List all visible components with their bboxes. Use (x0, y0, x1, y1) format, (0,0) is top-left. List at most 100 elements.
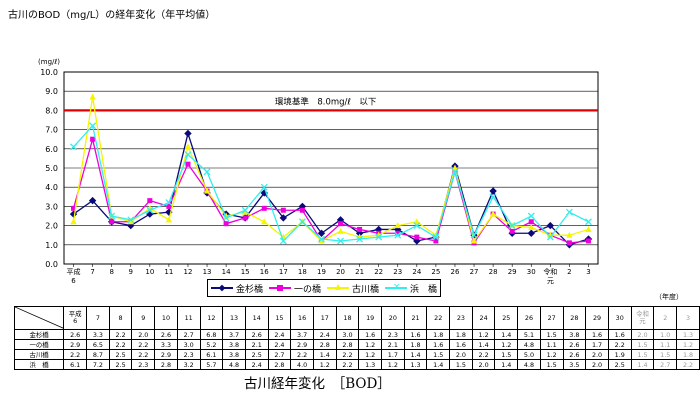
table-cell: 1.2 (358, 339, 382, 350)
table-cell: 2.2 (676, 359, 700, 370)
data-point (451, 164, 459, 171)
data-point (395, 230, 401, 236)
table-header-cell: 8 (108, 306, 133, 330)
data-point (565, 208, 573, 216)
legend-item: 古川橋 (326, 282, 379, 295)
table-row: 一の橋 2.9 6.5 2.2 2.2 3.3 3.0 5.2 3.8 2.1 2.4 2.9 2.8 2… (13, 339, 700, 350)
table-header-cell: 2 (653, 306, 678, 330)
table-cell: 1.6 (449, 339, 473, 350)
data-point (70, 218, 77, 225)
table-cell: 1.7 (585, 339, 609, 350)
chart-legend: 金杉橋 一の橋 古川橋 × 浜 橋 (207, 279, 441, 297)
data-point (356, 235, 364, 243)
table-cell: 2.0 (131, 329, 156, 340)
table-header-cell: 25 (494, 306, 519, 330)
table-cell: 3.8 (222, 339, 246, 350)
x-tick-label: 21 (355, 268, 364, 276)
data-point (470, 231, 478, 239)
y-tick-label: 10.0 (40, 68, 58, 77)
bod-line-chart: 0.0 1.0 2.0 3.0 4.0 5.0 6.0 7.0 8.0 9.0 10.0 (mg/ℓ)… (38, 58, 599, 285)
table-cell: 2.5 (108, 359, 133, 370)
data-point (280, 207, 286, 213)
data-point (203, 168, 211, 176)
data-point (489, 210, 497, 217)
data-point (338, 221, 344, 227)
table-cell: 5.1 (517, 329, 541, 340)
corner-diagonal (15, 307, 63, 329)
data-point (432, 233, 440, 241)
legend-label: 浜 橋 (409, 284, 437, 295)
table-cell: 6.1 (199, 349, 224, 360)
data-point (279, 214, 288, 222)
table-cell: 1.4 (471, 339, 496, 350)
data-point (185, 161, 191, 167)
data-point (585, 238, 591, 244)
table-cell: 1.6 (403, 329, 428, 340)
legend-swatch (210, 284, 233, 292)
y-tick-label: 1.0 (45, 241, 58, 250)
figure-caption: 古川経年変化 ［BOD］ (244, 376, 391, 392)
table-cell: 2.9 (290, 339, 314, 350)
table-cell: 1.4 (494, 359, 519, 370)
x-tick-label: 11 (164, 268, 173, 276)
y-tick-label: 4.0 (45, 183, 58, 192)
data-point (318, 235, 325, 243)
table-cell: 2.6 (562, 339, 587, 350)
data-point (317, 229, 326, 237)
y-tick-label: 9.0 (45, 87, 58, 96)
x-tick-label: 23 (393, 268, 402, 276)
series-markers-3 (70, 93, 592, 244)
table-cell: 1.5 (653, 349, 678, 360)
table-cell: 1.2 (494, 339, 519, 350)
data-point (433, 238, 439, 244)
data-point (166, 203, 172, 209)
legend-swatch (326, 284, 349, 290)
table-cell: 1.9 (607, 349, 632, 360)
x-tick-label: 12 (184, 268, 193, 276)
x-tick-label: 令和元 (543, 267, 557, 285)
table-header-cell: 30 (607, 306, 632, 330)
table-cell: 1.4 (403, 349, 428, 360)
data-point (394, 222, 401, 229)
table-cell: 1.4 (426, 359, 451, 370)
table-header-cell: 10 (154, 306, 178, 330)
table-cell: 2.0 (449, 349, 473, 360)
x-tick-label: 8 (109, 268, 113, 276)
legend-item: 一の橋 (268, 282, 321, 295)
table-cell: 4.8 (517, 359, 541, 370)
table-cell: 2.4 (244, 359, 269, 370)
table-cell: 3.7 (222, 329, 246, 340)
table-cell: 3.8 (222, 349, 246, 360)
data-point (298, 218, 306, 226)
data-point (147, 198, 153, 204)
data-point (108, 212, 116, 220)
table-cell: 2.8 (154, 359, 178, 370)
x-tick-label: 27 (470, 268, 479, 276)
table-header-cell: 11 (176, 306, 201, 330)
table-header-cell: 平成 6 (63, 306, 88, 330)
table-header-cell: 18 (335, 306, 360, 330)
data-point (279, 237, 287, 245)
table-header-cell: 14 (244, 306, 269, 330)
table-cell: 1.5 (494, 349, 519, 360)
series-markers-2 (71, 136, 591, 246)
table-cell: 1.2 (539, 349, 564, 360)
table-cell: 1.5 (539, 359, 564, 370)
table-header-cell: 7 (86, 306, 110, 330)
y-tick-label: 7.0 (45, 126, 58, 135)
table-cell: 2.6 (154, 329, 178, 340)
data-point (242, 215, 248, 221)
table-cell: 2.8 (312, 339, 337, 350)
data-point (70, 143, 77, 151)
table-cell: 8.7 (86, 349, 110, 360)
x-tick-label: 13 (203, 268, 212, 276)
table-cell: 1.8 (449, 329, 473, 340)
table-cell: 1.3 (358, 359, 382, 370)
table-cell: 3.7 (290, 329, 314, 340)
table-row: 浜 橋 6.1 7.2 2.5 2.3 2.8 3.2 5.7 4.8 2.4 2.8 4.0 1.2 2… (13, 359, 700, 370)
table-cell: 1.6 (607, 329, 632, 340)
table-cell: 1.5 (630, 349, 655, 360)
table-cell: 2.2 (63, 349, 88, 360)
table-cell: 1.5 (539, 329, 564, 340)
table-cell: 2.4 (267, 329, 292, 340)
